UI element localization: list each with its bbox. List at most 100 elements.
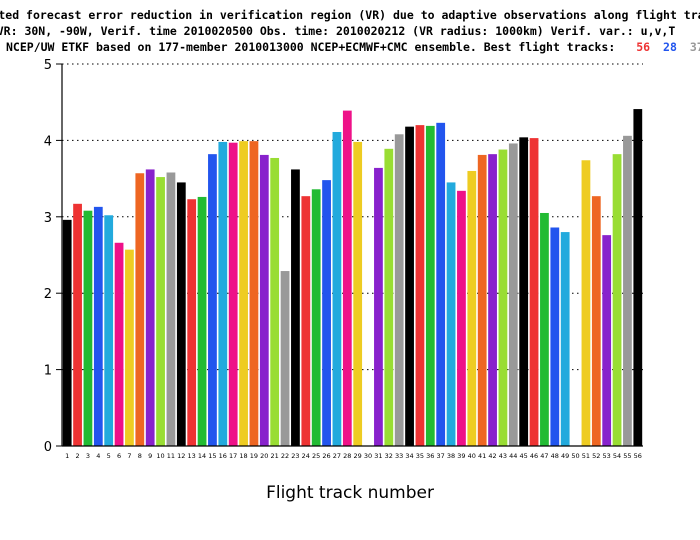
bar [591,196,601,446]
x-tick-label: 55 [623,452,631,460]
x-tick-label: 53 [603,452,611,460]
x-tick-label: 48 [551,452,559,460]
bar [384,148,394,446]
x-tick-label: 35 [416,452,424,460]
chart-title-line-1: Expected forecast error reduction in ver… [0,8,700,22]
bar [280,271,290,446]
x-tick-label: 43 [499,452,507,460]
bar [218,141,228,447]
x-tick-label: 1 [65,452,69,460]
x-tick-label: 8 [138,452,142,460]
bar [425,125,435,446]
bar [415,125,425,447]
x-tick-label: 28 [343,452,351,460]
bar [135,173,145,446]
x-tick-label: 3 [86,452,90,460]
x-tick-label: 34 [405,452,413,460]
x-tick-label: 45 [520,452,528,460]
x-tick-label: 13 [188,452,196,460]
bar [342,110,352,446]
bar [477,154,487,446]
bar [62,219,72,446]
bar [560,232,570,446]
bar [73,203,82,446]
y-tick-label: 1 [44,364,52,379]
bar [208,154,217,447]
x-tick-label: 22 [281,452,289,460]
bar [394,134,404,446]
x-tick-label: 32 [385,452,393,460]
y-tick-labels: 0 1 2 3 4 5 [44,58,52,455]
bar [93,206,103,446]
bar [332,131,342,446]
x-tick-label: 52 [592,452,600,460]
bar [488,154,497,447]
bar [291,169,300,446]
bar [467,170,477,446]
bar [353,141,363,447]
bar [270,157,280,447]
grid-lines [62,63,643,371]
x-tick-label: 36 [426,452,434,460]
bar [519,137,529,446]
x-tick-label: 42 [488,452,496,460]
bar [156,177,165,446]
chart-title-line-3-text: NCEP/UW ETKF based on 177-member 2010013… [6,40,615,54]
x-tick-label: 7 [127,452,131,460]
bar [125,249,134,446]
x-tick-label: 49 [561,452,569,460]
bar [612,154,622,447]
y-tick-label: 5 [44,58,52,73]
x-tick-label: 47 [540,452,548,460]
bar [104,215,114,446]
x-tick-label: 24 [302,452,310,460]
x-tick-label: 11 [167,452,175,460]
x-tick-label: 21 [271,452,279,460]
chart-title-line-2: VR: 30N, -90W, Verif. time 2010020500 Ob… [0,24,675,38]
y-tick-label: 0 [44,440,52,455]
bar [228,142,238,446]
x-tick-label: 51 [582,452,590,460]
y-tick-label: 4 [44,134,52,149]
bar [498,149,508,446]
bar [249,141,259,446]
bar [145,169,155,446]
x-axis-label: Flight track number [266,483,434,503]
bar [197,196,207,446]
x-tick-label: 25 [312,452,320,460]
x-tick-label: 12 [177,452,185,460]
x-tick-label: 5 [107,452,111,460]
bar [239,141,248,446]
x-tick-label: 54 [613,452,621,460]
x-tick-label: 9 [148,452,152,460]
axes [56,63,643,447]
x-tick-label: 27 [333,452,341,460]
x-tick-label: 31 [374,452,382,460]
x-tick-label: 23 [291,452,299,460]
bar [166,172,176,446]
chart-title-line-3: NCEP/UW ETKF based on 177-member 2010013… [6,40,700,54]
x-tick-label: 16 [219,452,227,460]
y-tick-label: 2 [44,287,52,302]
x-tick-label: 38 [447,452,455,460]
x-tick-label: 17 [229,452,237,460]
bar [602,235,612,446]
x-tick-label: 46 [530,452,538,460]
bar [446,182,456,447]
x-tick-label: 41 [478,452,486,460]
x-tick-label: 40 [468,452,476,460]
x-tick-label: 20 [260,452,268,460]
bar [623,135,632,447]
bar [259,154,269,446]
bar [374,167,383,447]
x-tick-label: 39 [457,452,465,460]
x-tick-label: 26 [322,452,330,460]
best-track-2: 28 [663,40,677,54]
bar [508,143,518,446]
x-tick-label: 4 [96,452,100,460]
bar [529,138,539,446]
x-tick-label: 18 [239,452,247,460]
best-track-1: 56 [636,40,650,54]
best-track-3: 37 [690,40,700,54]
